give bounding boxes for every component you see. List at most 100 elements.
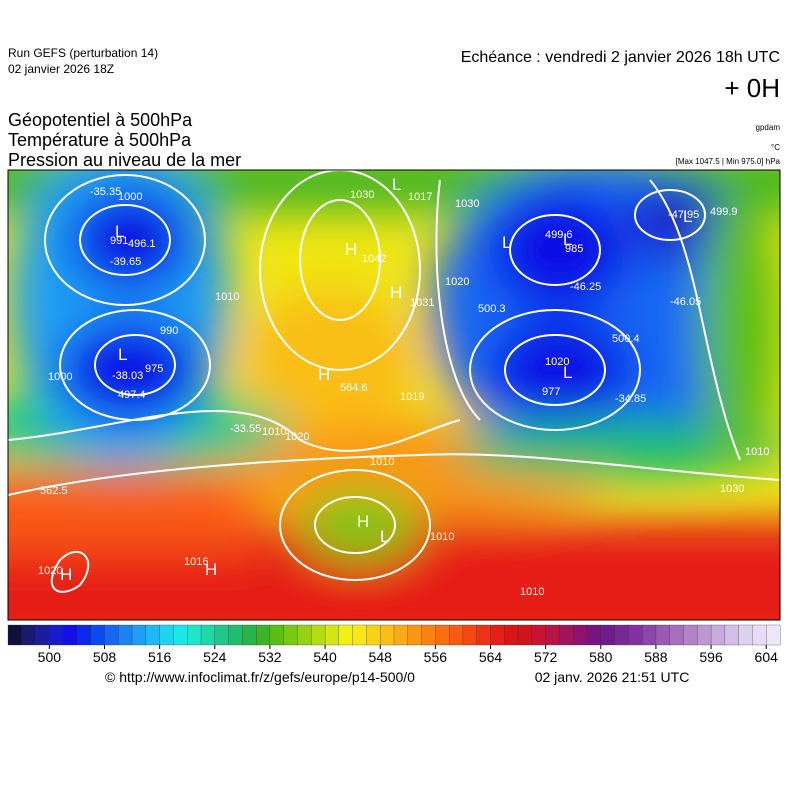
colorbar-swatch bbox=[35, 624, 50, 646]
colorbar-swatch bbox=[586, 624, 602, 646]
title: Géopotentiel à 500hPa bbox=[8, 110, 193, 130]
contour-label: 991 bbox=[110, 235, 128, 247]
contour-label: -33.55 bbox=[230, 423, 261, 435]
colorbar: 500 508 516 524 532 540 548 556 564 572 580 588 596 6… bbox=[7, 624, 781, 665]
colorbar-swatch bbox=[173, 624, 188, 646]
colorbar-swatch bbox=[504, 624, 519, 646]
colorbar-swatch bbox=[697, 624, 712, 646]
contour-label: 985 bbox=[565, 243, 583, 255]
colorbar-swatch bbox=[366, 624, 381, 646]
contour-label: 1020 bbox=[445, 276, 469, 288]
colorbar-swatch bbox=[490, 624, 505, 646]
colorbar-swatch bbox=[545, 624, 560, 646]
colorbar-swatch bbox=[283, 624, 298, 646]
colorbar-tick-label: 540 bbox=[313, 649, 337, 665]
contour-label: 1010 bbox=[370, 456, 394, 468]
contour-label: -38.03 bbox=[112, 370, 143, 382]
contour-label: 1020 bbox=[545, 356, 569, 368]
contour-label: 1042 bbox=[362, 253, 386, 265]
colorbar-swatch bbox=[724, 624, 740, 646]
contour-label: 990 bbox=[160, 325, 178, 337]
contour-label: 1030 bbox=[350, 189, 374, 201]
contour-label: 1031 bbox=[410, 297, 434, 309]
title: Température à 500hPa bbox=[8, 130, 192, 150]
colorbar-swatch bbox=[269, 624, 285, 646]
pressure-center: H bbox=[205, 560, 217, 579]
colorbar-swatch bbox=[462, 624, 478, 646]
colorbar-swatch bbox=[49, 624, 64, 646]
colorbar-tick-label: 556 bbox=[424, 649, 448, 665]
colorbar-swatch bbox=[187, 624, 202, 646]
run: Run GEFS (perturbation 14) bbox=[8, 46, 158, 60]
unit: [Max 1047.5 | Min 975.0] hPa bbox=[676, 157, 781, 166]
colorbar-swatch bbox=[655, 624, 671, 646]
colorbar-swatch bbox=[145, 624, 161, 646]
contour-label: 497.4 bbox=[118, 389, 146, 401]
colorbar-swatch bbox=[352, 624, 367, 646]
colorbar-swatch bbox=[573, 624, 588, 646]
pressure-center: H bbox=[345, 240, 357, 259]
colorbar-swatch bbox=[669, 624, 684, 646]
colorbar-tick-label: 564 bbox=[479, 649, 503, 665]
contour-label: 1010 bbox=[520, 586, 544, 598]
contour-label: 499.6 bbox=[545, 229, 573, 241]
contour-label: 977 bbox=[542, 386, 560, 398]
colorbar-swatch bbox=[311, 624, 326, 646]
pressure-center: L bbox=[502, 233, 511, 252]
generated: 02 janv. 2026 21:51 UTC bbox=[535, 669, 690, 685]
colorbar-swatch bbox=[407, 624, 423, 646]
echeance: Echéance : vendredi 2 janvier 2026 18h U… bbox=[461, 49, 780, 66]
contour-label: 500.3 bbox=[478, 303, 506, 315]
contour-label: -39.65 bbox=[110, 256, 141, 268]
title: Pression au niveau de la mer bbox=[8, 150, 241, 170]
contour-label: 1010 bbox=[430, 531, 454, 543]
contour-label: 1020 bbox=[38, 565, 62, 577]
colorbar-swatch bbox=[228, 624, 243, 646]
colorbar-swatch bbox=[448, 624, 464, 646]
contour-label: 975 bbox=[145, 363, 163, 375]
colorbar-swatch bbox=[380, 624, 395, 646]
pressure-center: L bbox=[392, 175, 401, 194]
pressure-center: H bbox=[357, 512, 369, 531]
contour-label: 1000 bbox=[48, 371, 72, 383]
colorbar-swatch bbox=[131, 624, 147, 646]
run-date: 02 janvier 2026 18Z bbox=[8, 62, 114, 76]
colorbar-tick-label: 604 bbox=[755, 649, 779, 665]
contour-label: 1000 bbox=[118, 191, 142, 203]
contour-label: 496.1 bbox=[128, 238, 156, 250]
colorbar-swatch bbox=[338, 624, 354, 646]
contour-label: -47.95 bbox=[668, 209, 699, 221]
contour-label: 1010 bbox=[215, 291, 239, 303]
colorbar-swatch bbox=[7, 624, 23, 646]
contour-label: 1016 bbox=[184, 556, 208, 568]
map bbox=[8, 170, 780, 620]
pressure-center: L bbox=[118, 345, 127, 364]
contour-label: -46.25 bbox=[570, 281, 601, 293]
contour-label: 1019 bbox=[400, 391, 424, 403]
colorbar-tick-label: 596 bbox=[699, 649, 723, 665]
contour-label: -46.05 bbox=[670, 296, 701, 308]
colorbar-swatch bbox=[200, 624, 216, 646]
colorbar-swatch bbox=[476, 624, 491, 646]
pressure-center: L bbox=[563, 363, 572, 382]
colorbar-swatch bbox=[600, 624, 616, 646]
colorbar-swatch bbox=[76, 624, 92, 646]
contour-label: 1017 bbox=[408, 191, 432, 203]
pressure-center: L bbox=[563, 230, 572, 249]
colorbar-swatch bbox=[628, 624, 643, 646]
colorbar-tick-label: 572 bbox=[534, 649, 558, 665]
unit: gpdam bbox=[756, 123, 781, 132]
colorbar-swatch bbox=[255, 624, 271, 646]
pressure-center: H bbox=[60, 565, 72, 584]
contour-label: 1010 bbox=[262, 426, 286, 438]
colorbar-swatch bbox=[559, 624, 574, 646]
source: © http://www.infoclimat.fr/z/gefs/europe… bbox=[105, 669, 415, 685]
colorbar-swatch bbox=[297, 624, 312, 646]
contour-label: 500.4 bbox=[612, 333, 640, 345]
colorbar-swatch bbox=[517, 624, 533, 646]
colorbar-tick-label: 508 bbox=[93, 649, 117, 665]
colorbar-tick-label: 516 bbox=[148, 649, 172, 665]
colorbar-swatch bbox=[738, 624, 753, 646]
colorbar-swatch bbox=[242, 624, 257, 646]
